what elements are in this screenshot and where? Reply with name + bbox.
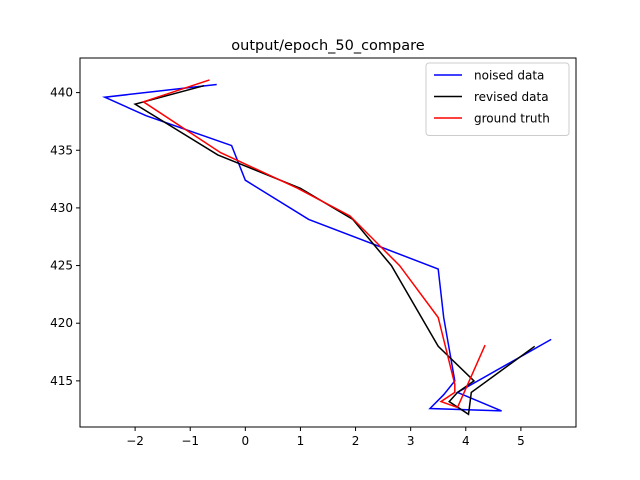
series-line-2 (133, 84, 536, 416)
x-tick-label: 4 (462, 434, 470, 448)
x-tick-label: −2 (126, 434, 144, 448)
x-tick-label: 2 (352, 434, 360, 448)
x-tick-label: 5 (517, 434, 525, 448)
chart-title: output/epoch_50_compare (231, 38, 425, 54)
y-tick-label: 430 (50, 201, 73, 215)
plot-area (101, 79, 552, 416)
y-tick-label: 420 (50, 316, 73, 330)
x-tick-label: 1 (297, 434, 305, 448)
x-tick-label: 3 (407, 434, 415, 448)
y-tick-label: 425 (50, 259, 73, 273)
y-tick-label: 415 (50, 374, 73, 388)
y-tick-label: 435 (50, 143, 73, 157)
x-tick-label: −1 (181, 434, 199, 448)
x-tick-label: 0 (242, 434, 250, 448)
series-line-1 (101, 83, 552, 412)
y-tick-label: 440 (50, 86, 73, 100)
plot-frame (79, 57, 577, 428)
series-line-3 (141, 79, 486, 409)
legend-label-2: revised data (474, 90, 549, 104)
legend-label-3: ground truth (474, 112, 550, 126)
x-axis: −2 −1 0 1 2 3 4 5 (126, 427, 525, 448)
y-axis: 415 420 425 430 435 440 (50, 86, 80, 388)
legend-label-1: noised data (474, 69, 544, 83)
legend: noised data revised data ground truth (425, 62, 570, 136)
